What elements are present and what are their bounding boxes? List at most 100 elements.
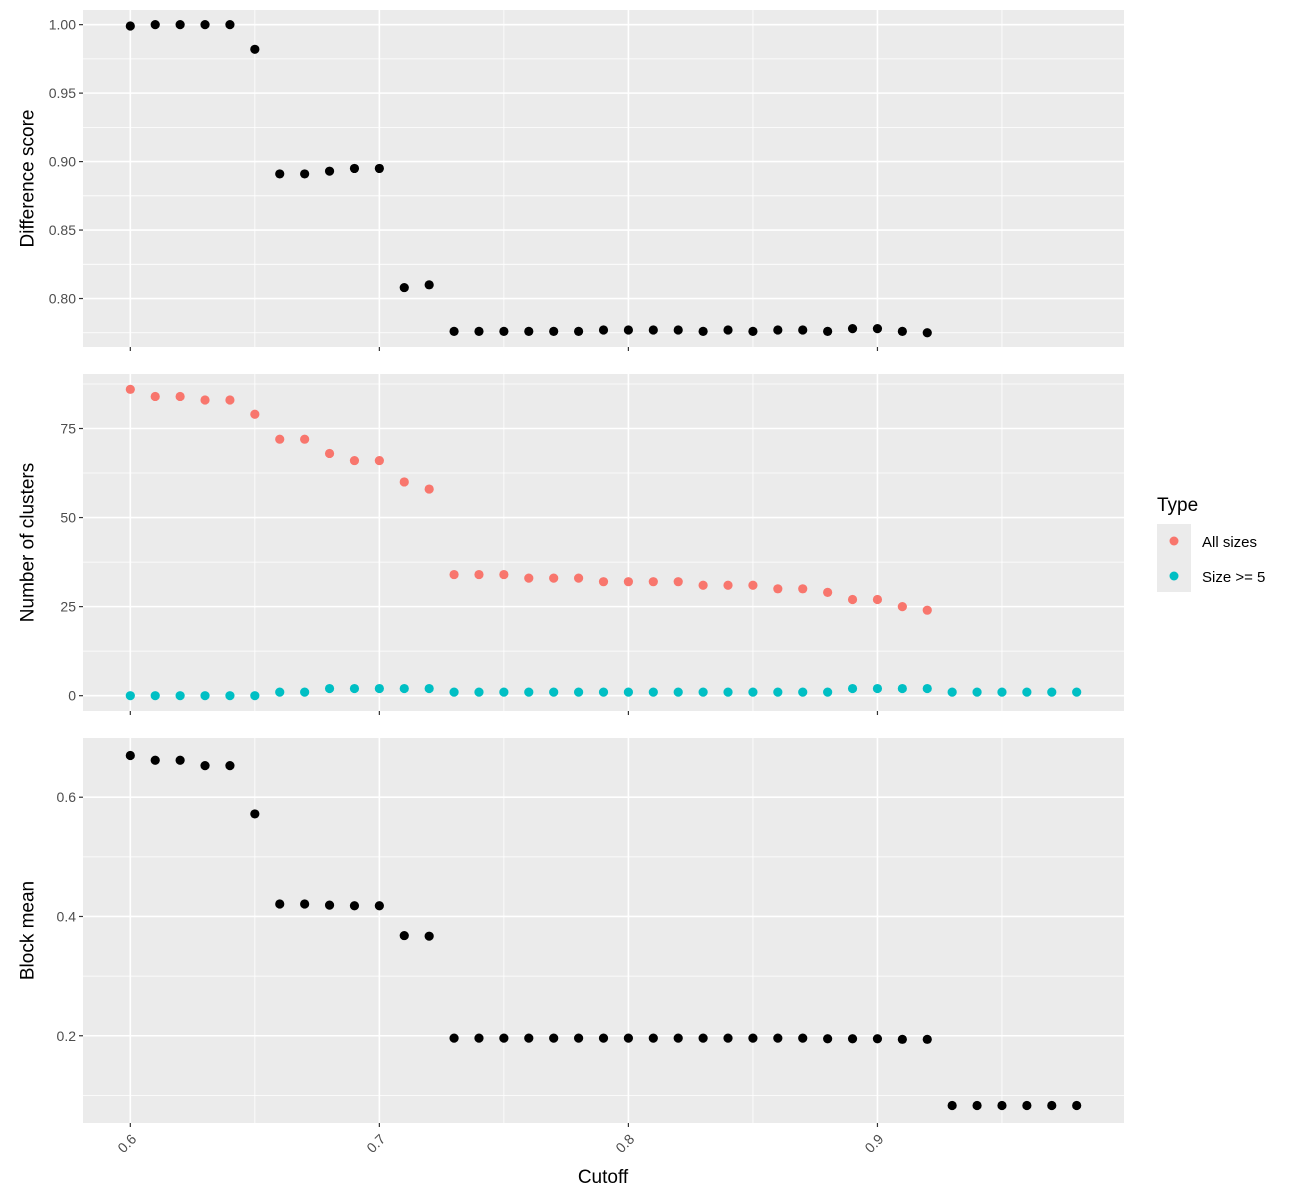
data-point xyxy=(748,326,758,336)
y-tick-label: 0.80 xyxy=(49,291,76,307)
data-point xyxy=(798,1033,808,1043)
data-point xyxy=(1072,687,1082,697)
data-point xyxy=(573,687,584,697)
panel-1: 0 25 50 75 Number of clusters xyxy=(18,374,1124,715)
data-point xyxy=(275,169,285,179)
data-point xyxy=(549,1033,559,1043)
data-point xyxy=(374,163,384,174)
data-point xyxy=(150,691,160,701)
data-point xyxy=(1022,687,1032,697)
data-point xyxy=(125,691,135,701)
data-point xyxy=(374,901,384,911)
data-point xyxy=(349,163,360,174)
data-point xyxy=(648,1033,658,1043)
data-point xyxy=(897,326,907,336)
data-point xyxy=(125,21,135,31)
data-point xyxy=(399,282,409,293)
data-point xyxy=(374,683,384,694)
data-point xyxy=(847,683,858,694)
y-tick-label: 1.00 xyxy=(49,17,76,33)
data-point xyxy=(723,687,733,697)
data-point xyxy=(200,761,210,771)
y-tick-label: 0.4 xyxy=(57,908,77,924)
data-point xyxy=(773,584,783,594)
data-point xyxy=(474,687,484,697)
data-point xyxy=(225,20,235,30)
data-point xyxy=(598,1033,609,1043)
panels-layer: 0.80 0.85 0.90 0.95 1.00 Difference score 0 25 5… xyxy=(18,10,1124,1156)
data-point xyxy=(1022,1100,1032,1111)
y-tick-label: 50 xyxy=(60,510,76,526)
data-point xyxy=(872,683,883,694)
data-point xyxy=(549,326,559,336)
data-point xyxy=(723,580,733,590)
legend-key-all-sizes xyxy=(1169,536,1179,546)
data-point xyxy=(897,683,907,694)
data-point xyxy=(225,691,235,701)
y-tick-label: 0.85 xyxy=(49,222,76,238)
data-point xyxy=(598,325,609,335)
data-point xyxy=(972,1100,982,1111)
x-tick-label: 0.8 xyxy=(612,1131,637,1156)
data-point xyxy=(773,687,783,697)
data-point xyxy=(324,900,335,910)
data-point xyxy=(1072,1100,1082,1111)
data-point xyxy=(225,395,235,405)
y-tick-label: 0.90 xyxy=(49,154,76,170)
data-point xyxy=(399,477,409,487)
data-point xyxy=(549,573,559,583)
data-point xyxy=(499,687,509,697)
data-point xyxy=(300,434,310,444)
data-point xyxy=(673,577,683,587)
data-point xyxy=(648,687,658,697)
panel-2: 0.2 0.4 0.6 Block mean xyxy=(18,738,1124,1127)
y-tick-label: 0.2 xyxy=(57,1028,77,1044)
data-point xyxy=(673,687,683,697)
data-point xyxy=(399,930,409,941)
data-point xyxy=(847,594,858,605)
data-point xyxy=(1047,687,1057,697)
data-point xyxy=(200,395,210,405)
x-tick-label: 0.6 xyxy=(114,1131,139,1156)
data-point xyxy=(972,687,982,697)
data-point xyxy=(573,1033,584,1043)
data-point xyxy=(922,328,932,338)
x-axis-title: Cutoff xyxy=(578,1167,629,1188)
data-point xyxy=(748,1033,758,1043)
data-point xyxy=(524,687,534,697)
data-point xyxy=(823,587,833,597)
data-point xyxy=(847,324,858,334)
data-point xyxy=(648,577,658,587)
data-point xyxy=(623,687,634,697)
data-point xyxy=(324,166,335,176)
legend-label-all-sizes: All sizes xyxy=(1202,534,1257,551)
x-tick-label: 0.7 xyxy=(363,1131,388,1156)
data-point xyxy=(474,1033,484,1043)
data-point xyxy=(349,683,360,694)
data-point xyxy=(175,691,185,701)
data-point xyxy=(897,602,907,612)
data-point xyxy=(698,326,708,336)
legend: Type All sizes Size >= 5 xyxy=(1157,495,1265,592)
data-point xyxy=(847,1034,858,1044)
panel-0: 0.80 0.85 0.90 0.95 1.00 Difference score xyxy=(18,10,1124,351)
data-point xyxy=(225,761,235,771)
data-point xyxy=(922,1034,932,1044)
data-point xyxy=(673,1033,683,1043)
data-point xyxy=(573,326,584,336)
data-point xyxy=(947,687,957,697)
data-point xyxy=(275,899,285,909)
data-point xyxy=(300,169,310,179)
panel-background xyxy=(83,10,1124,347)
data-point xyxy=(499,326,509,336)
data-point xyxy=(175,755,185,765)
legend-label-size-ge-5: Size >= 5 xyxy=(1202,569,1265,586)
data-point xyxy=(922,683,932,694)
data-point xyxy=(300,899,310,909)
data-point xyxy=(424,683,434,694)
data-point xyxy=(823,687,833,697)
data-point xyxy=(648,325,658,335)
data-point xyxy=(275,434,285,444)
data-point xyxy=(549,687,559,697)
data-point xyxy=(349,901,360,911)
